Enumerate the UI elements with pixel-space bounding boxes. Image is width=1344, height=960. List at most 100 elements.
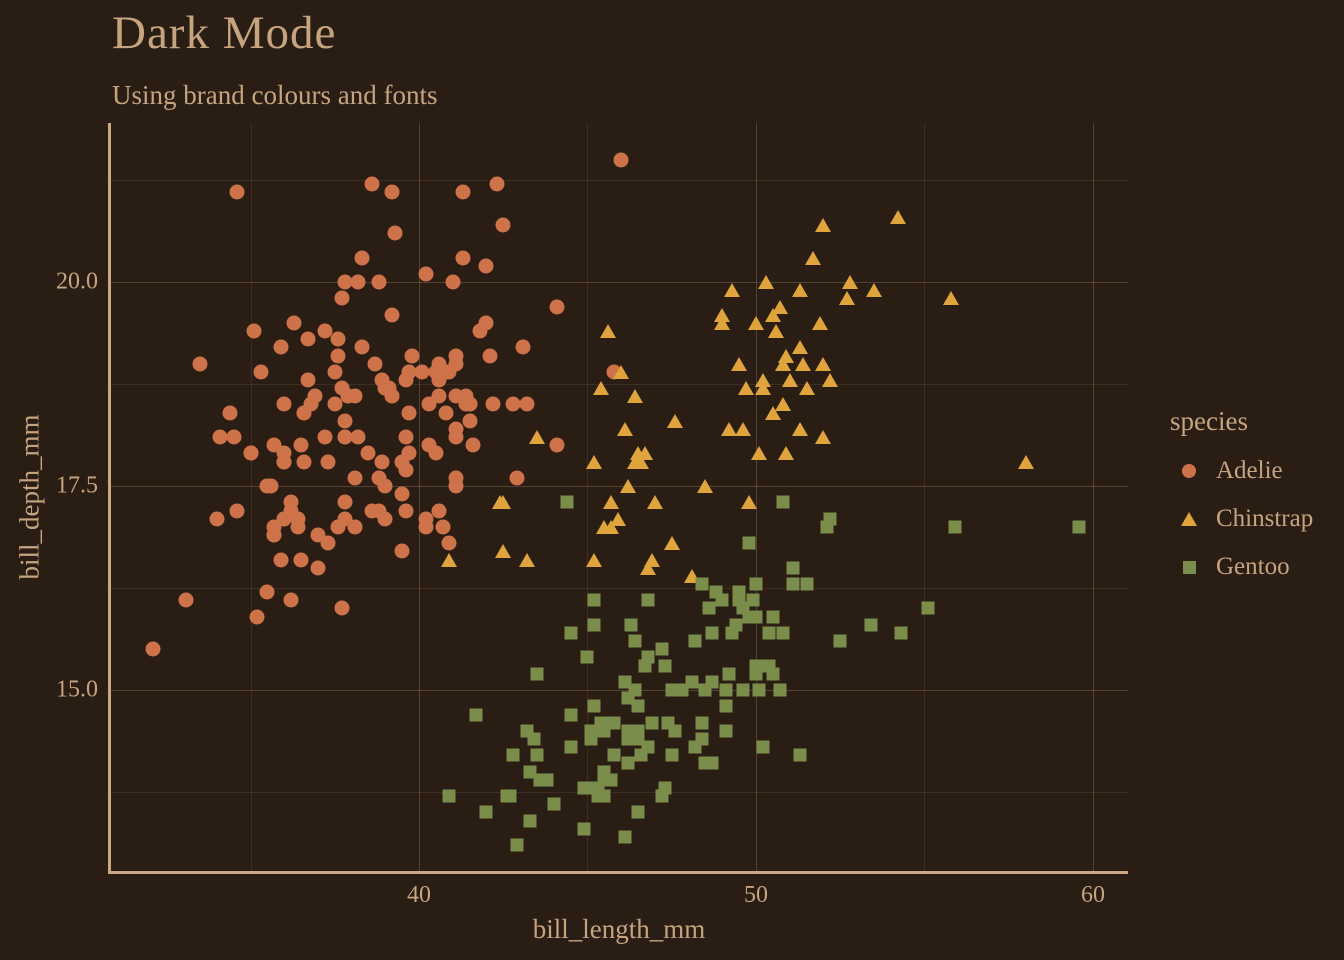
data-point-chinstrap <box>721 421 738 436</box>
data-point-adelie <box>384 184 400 200</box>
data-point-gentoo <box>702 601 716 615</box>
data-point-gentoo <box>618 830 632 844</box>
data-point-adelie <box>448 348 464 364</box>
gridline-minor-v <box>250 123 252 872</box>
data-point-chinstrap <box>667 413 684 428</box>
data-point-adelie <box>414 364 430 380</box>
data-point-gentoo <box>661 716 675 730</box>
gentoo-square-icon <box>1180 560 1198 574</box>
gridline-major-h <box>110 282 1128 284</box>
data-point-gentoo <box>722 667 736 681</box>
chart-title: Dark Mode <box>112 7 337 59</box>
legend-label: Chinstrap <box>1216 505 1314 532</box>
data-point-adelie <box>431 356 447 372</box>
data-point-gentoo <box>631 805 645 819</box>
data-point-chinstrap <box>737 381 754 396</box>
data-point-gentoo <box>442 789 456 803</box>
data-point-adelie <box>226 429 242 445</box>
data-point-gentoo <box>823 512 837 526</box>
data-point-adelie <box>263 478 279 494</box>
data-point-gentoo <box>719 699 733 713</box>
data-point-adelie <box>418 511 434 527</box>
data-point-chinstrap <box>798 381 815 396</box>
data-point-adelie <box>384 388 400 404</box>
data-point-gentoo <box>948 520 962 534</box>
data-point-adelie <box>404 348 420 364</box>
data-point-gentoo <box>631 732 645 746</box>
data-point-chinstrap <box>714 307 731 322</box>
data-point-adelie <box>448 478 464 494</box>
data-point-adelie <box>462 396 478 412</box>
data-point-adelie <box>286 315 302 331</box>
data-point-gentoo <box>641 650 655 664</box>
data-point-chinstrap <box>791 283 808 298</box>
data-point-gentoo <box>793 748 807 762</box>
data-point-adelie <box>431 503 447 519</box>
data-point-adelie <box>317 323 333 339</box>
data-point-gentoo <box>749 577 763 591</box>
data-point-adelie <box>330 348 346 364</box>
data-point-adelie <box>462 413 478 429</box>
data-point-gentoo <box>729 618 743 632</box>
data-point-adelie <box>350 429 366 445</box>
data-point-gentoo <box>584 732 598 746</box>
data-point-gentoo <box>833 634 847 648</box>
data-point-gentoo <box>665 748 679 762</box>
data-point-gentoo <box>655 642 669 656</box>
data-point-chinstrap <box>768 324 785 339</box>
data-point-gentoo <box>587 593 601 607</box>
data-point-adelie <box>249 609 265 625</box>
data-point-gentoo <box>698 756 712 770</box>
gridline-minor-h <box>110 792 1128 794</box>
data-point-gentoo <box>641 593 655 607</box>
data-point-gentoo <box>698 683 712 697</box>
data-point-chinstrap <box>815 356 832 371</box>
data-point-adelie <box>398 462 414 478</box>
data-point-chinstrap <box>842 275 859 290</box>
data-point-adelie <box>394 543 410 559</box>
data-point-adelie <box>401 445 417 461</box>
data-point-adelie <box>276 454 292 470</box>
data-point-chinstrap <box>774 397 791 412</box>
data-point-gentoo <box>621 756 635 770</box>
data-point-adelie <box>472 323 488 339</box>
data-point-adelie <box>384 307 400 323</box>
data-point-gentoo <box>695 732 709 746</box>
data-point-gentoo <box>776 626 790 640</box>
data-point-chinstrap <box>791 340 808 355</box>
data-point-gentoo <box>766 667 780 681</box>
data-point-chinstrap <box>751 446 768 461</box>
data-point-chinstrap <box>865 283 882 298</box>
gridline-minor-v <box>587 123 589 872</box>
data-point-adelie <box>266 437 282 453</box>
data-point-adelie <box>347 519 363 535</box>
data-point-chinstrap <box>724 283 741 298</box>
data-point-gentoo <box>665 683 679 697</box>
data-point-adelie <box>354 339 370 355</box>
data-point-adelie <box>246 323 262 339</box>
data-point-adelie <box>276 511 292 527</box>
data-point-gentoo <box>587 699 601 713</box>
data-point-adelie <box>445 274 461 290</box>
data-point-adelie <box>371 274 387 290</box>
plot-area: 40 50 60 15.0 17.5 20.0 <box>56 123 1128 908</box>
data-point-chinstrap <box>495 495 512 510</box>
data-point-adelie <box>347 470 363 486</box>
y-axis-line <box>108 123 111 874</box>
data-point-adelie <box>489 176 504 192</box>
data-point-chinstrap <box>734 421 751 436</box>
data-point-adelie <box>371 470 387 486</box>
gridline-major-h <box>110 486 1128 488</box>
data-point-adelie <box>192 356 208 372</box>
x-tick-label: 40 <box>407 882 431 908</box>
data-point-chinstrap <box>943 291 960 306</box>
x-tick-label: 50 <box>743 882 768 908</box>
data-point-gentoo <box>786 577 800 591</box>
data-point-chinstrap <box>747 315 764 330</box>
legend: species Adelie Chinstrap Gentoo <box>1168 406 1313 591</box>
data-point-adelie <box>401 405 417 421</box>
data-point-adelie <box>229 184 245 200</box>
data-point-gentoo <box>564 626 578 640</box>
gridline-major-v <box>1092 123 1094 872</box>
